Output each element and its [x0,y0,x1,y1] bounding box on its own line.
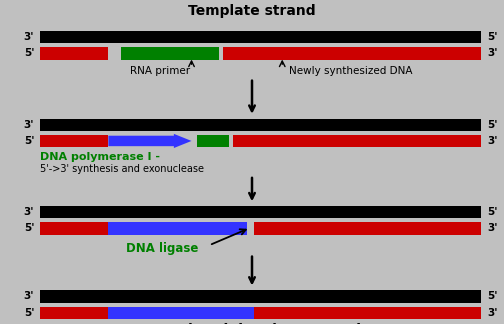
Bar [40,307,108,319]
Bar [40,222,108,235]
Text: 3': 3' [487,136,498,146]
Text: 3': 3' [24,120,34,130]
Text: 3': 3' [24,207,34,217]
Text: 3': 3' [24,292,34,301]
Text: 3': 3' [487,308,498,318]
Bar [40,31,481,43]
Bar [108,307,254,319]
Bar [233,135,481,147]
Bar [40,206,481,218]
Bar [223,47,481,60]
Text: Completed daughter strand: Completed daughter strand [144,323,360,324]
Bar [197,135,229,147]
Text: RNA primer: RNA primer [130,66,190,76]
Bar [40,47,108,60]
Text: 5': 5' [487,207,498,217]
Bar [108,222,247,235]
Text: 3': 3' [487,49,498,58]
Text: 5': 5' [24,308,34,318]
Text: 5': 5' [487,32,498,42]
Text: Template strand: Template strand [188,4,316,18]
Bar [40,135,108,147]
Text: 5': 5' [24,224,34,233]
Text: 3': 3' [487,224,498,233]
Bar [254,222,481,235]
Text: 5': 5' [24,49,34,58]
Bar [40,290,481,303]
Text: DNA polymerase I -: DNA polymerase I - [40,152,160,162]
Bar [40,119,481,131]
Text: 3': 3' [24,32,34,42]
Text: 5': 5' [487,120,498,130]
Text: 5': 5' [487,292,498,301]
Text: 5': 5' [24,136,34,146]
Bar [121,47,219,60]
Text: DNA ligase: DNA ligase [126,242,199,255]
FancyArrow shape [108,134,192,148]
Text: 5'->3' synthesis and exonuclease: 5'->3' synthesis and exonuclease [40,165,204,174]
Bar [254,307,481,319]
Text: Newly synthesized DNA: Newly synthesized DNA [288,66,412,76]
